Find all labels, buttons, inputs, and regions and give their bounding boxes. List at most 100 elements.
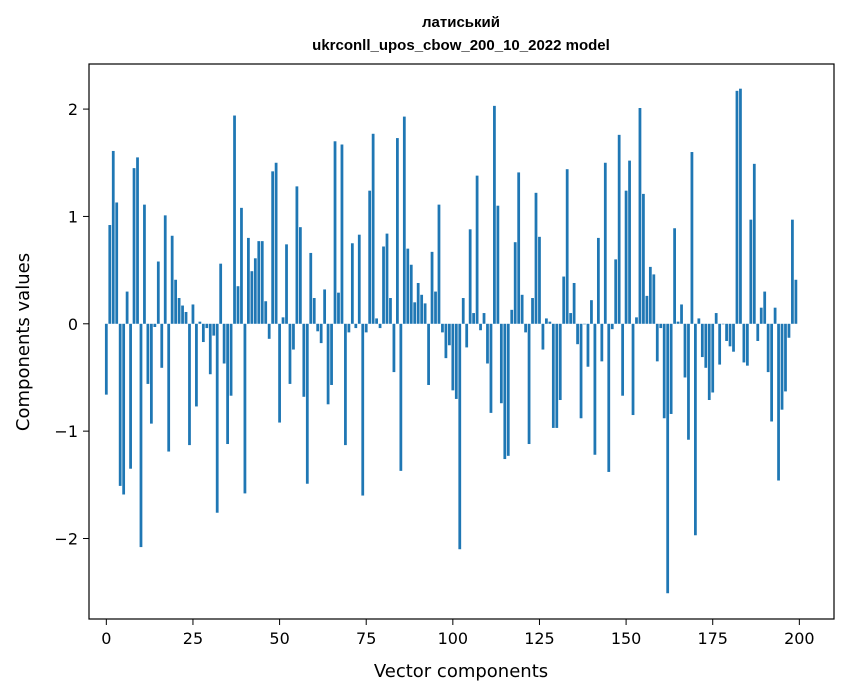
bar-163 xyxy=(669,323,673,414)
bar-174 xyxy=(707,323,711,401)
bar-1 xyxy=(108,225,112,324)
bar-198 xyxy=(791,219,794,324)
bar-159 xyxy=(655,323,659,362)
bar-108 xyxy=(479,323,482,331)
bar-6 xyxy=(125,291,129,324)
bar-53 xyxy=(288,323,292,384)
bar-36 xyxy=(229,323,233,396)
bar-195 xyxy=(780,323,784,410)
bar-177 xyxy=(718,323,722,365)
bar-112 xyxy=(493,105,496,324)
bar-24 xyxy=(188,323,191,446)
bar-168 xyxy=(687,323,690,440)
bar-3 xyxy=(115,202,119,324)
bar-171 xyxy=(697,318,701,324)
bar-88 xyxy=(409,264,413,324)
bar-101 xyxy=(454,323,458,399)
bar-0 xyxy=(104,323,108,395)
bar-51 xyxy=(281,317,285,324)
bar-80 xyxy=(382,246,385,324)
bar-76 xyxy=(368,190,372,324)
bar-86 xyxy=(402,116,406,324)
bar-188 xyxy=(756,323,760,341)
bar-181 xyxy=(732,323,735,352)
bar-96 xyxy=(437,204,441,324)
y-axis-ticks: −2 −1 0 1 2 xyxy=(54,100,89,548)
bar-142 xyxy=(596,237,600,324)
plot-area-frame xyxy=(88,63,835,620)
bar-173 xyxy=(704,323,708,368)
bar-143 xyxy=(600,323,604,362)
bar-13 xyxy=(149,323,153,424)
bar-184 xyxy=(742,323,746,363)
bar-114 xyxy=(499,323,503,404)
bar-160 xyxy=(659,323,663,329)
bar-161 xyxy=(662,323,666,419)
bar-190 xyxy=(763,291,767,324)
bar-179 xyxy=(725,323,728,341)
bar-103 xyxy=(461,298,465,324)
bar-12 xyxy=(146,323,150,384)
bar-91 xyxy=(420,294,424,324)
bar-144 xyxy=(603,162,607,324)
bar-23 xyxy=(184,311,188,324)
bar-120 xyxy=(520,294,524,324)
bar-194 xyxy=(777,323,780,481)
bar-22 xyxy=(181,305,184,324)
bar-61 xyxy=(316,323,320,332)
bar-15 xyxy=(156,261,160,324)
bar-196 xyxy=(784,323,787,392)
bar-141 xyxy=(593,323,597,455)
bar-146 xyxy=(610,323,614,330)
bar-67 xyxy=(337,292,340,324)
x-tick-label: 100 xyxy=(438,629,469,648)
x-tick-label: 25 xyxy=(183,629,203,648)
bar-187 xyxy=(752,163,756,324)
bar-19 xyxy=(170,235,174,324)
bar-133 xyxy=(565,169,569,324)
bar-94 xyxy=(430,251,434,324)
bar-2 xyxy=(111,150,115,324)
x-tick-label: 0 xyxy=(101,629,111,648)
bar-126 xyxy=(541,323,545,350)
bar-54 xyxy=(292,323,295,350)
bar-118 xyxy=(513,242,517,324)
bar-148 xyxy=(617,134,621,324)
bar-41 xyxy=(247,237,250,324)
bar-98 xyxy=(444,323,448,359)
x-tick-label: 75 xyxy=(356,629,376,648)
bar-63 xyxy=(323,289,327,324)
y-tick-label: 2 xyxy=(68,100,78,119)
bar-158 xyxy=(652,274,656,324)
y-tick-label: 1 xyxy=(68,207,78,226)
chart-title-line1: латиський xyxy=(422,14,500,31)
x-tick-label: 150 xyxy=(611,629,642,648)
bar-69 xyxy=(344,323,347,446)
bar-56 xyxy=(298,227,302,324)
bar-192 xyxy=(770,323,774,422)
bar-197 xyxy=(787,323,791,338)
bar-74 xyxy=(361,323,365,496)
bar-100 xyxy=(451,323,455,391)
bar-193 xyxy=(773,307,777,324)
bar-8 xyxy=(132,168,136,324)
bar-149 xyxy=(621,323,625,396)
bar-59 xyxy=(309,252,313,324)
bar-7 xyxy=(129,323,132,469)
bar-78 xyxy=(375,318,378,324)
x-tick-label: 50 xyxy=(269,629,289,648)
bar-62 xyxy=(319,323,323,344)
bar-46 xyxy=(264,301,268,324)
bar-175 xyxy=(711,323,715,393)
bar-105 xyxy=(468,229,472,324)
bar-191 xyxy=(766,323,770,373)
bar-37 xyxy=(233,115,236,324)
bar-151 xyxy=(628,160,631,324)
bar-176 xyxy=(714,313,718,324)
bar-162 xyxy=(666,323,670,594)
bar-52 xyxy=(285,244,288,324)
bar-119 xyxy=(517,172,521,324)
bar-84 xyxy=(396,138,399,324)
bar-77 xyxy=(371,133,375,324)
chart-title-line2: ukrconll_upos_cbow_200_10_2022 model xyxy=(312,37,610,54)
